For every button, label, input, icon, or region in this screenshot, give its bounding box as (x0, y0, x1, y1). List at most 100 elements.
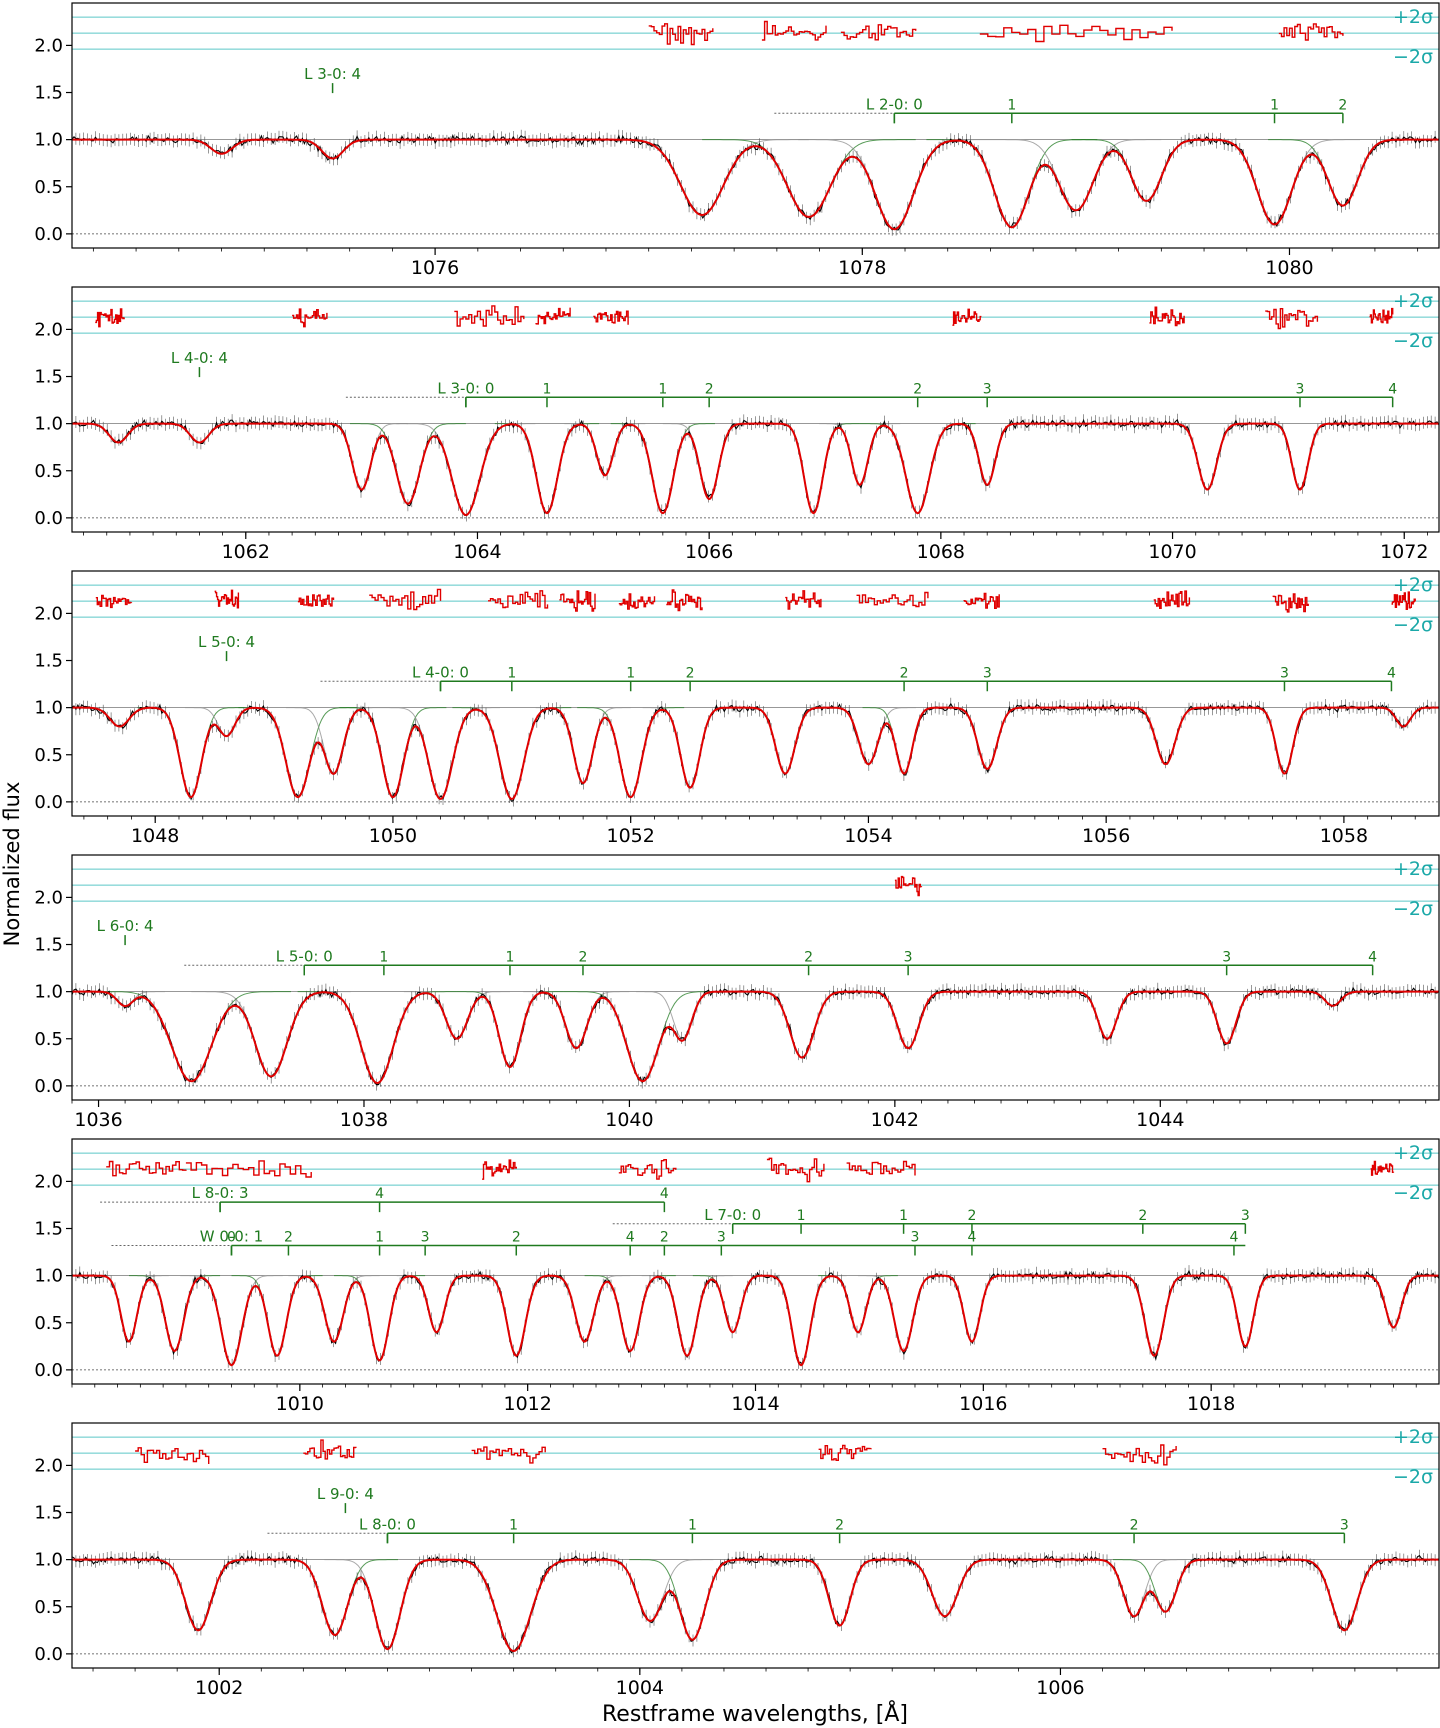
x-tick-label: 1076 (411, 257, 459, 279)
x-tick-label: 1004 (616, 1677, 664, 1699)
panel-plot-area: 1 1 2 2 3 L 9-0: 4 L 8-0: 0 (72, 1436, 1439, 1658)
component-profile-4 (286, 707, 382, 775)
component-profile-13 (1161, 423, 1254, 491)
x-tick-label: 1078 (838, 257, 886, 279)
component-profile-3 (297, 991, 457, 1084)
residual-segment-3 (369, 588, 442, 611)
component-profile-11 (859, 423, 976, 514)
component-profile-1 (129, 1275, 221, 1352)
h2-tick-label: 1 (658, 381, 667, 397)
plus-2sigma-label: +2σ (1393, 1426, 1433, 1448)
residual-segment-0 (894, 875, 923, 897)
component-profile-17 (1205, 1275, 1286, 1347)
residual-segment-6 (1149, 306, 1185, 327)
panel-frame (71, 1422, 1440, 1669)
component-profile-14 (1259, 423, 1341, 491)
y-tick-label: 1.0 (34, 1550, 63, 1571)
h2-tick-label: 1 (379, 949, 388, 965)
component-profile-5 (334, 1275, 426, 1362)
component-profile-2 (324, 1559, 451, 1650)
residual-segment-4 (1278, 23, 1344, 41)
line-label-1: L 8-0: 0 (359, 1515, 416, 1533)
component-profile-8 (1189, 139, 1360, 225)
line-label-0: L 6-0: 4 (97, 917, 154, 935)
x-tick-label: 1056 (1082, 825, 1130, 847)
x-tick-label: 1012 (503, 1393, 551, 1415)
model-fit (72, 1274, 1439, 1367)
component-profile-10 (855, 991, 962, 1049)
component-profile-4 (798, 139, 991, 230)
y-tick-label: 0.5 (34, 1597, 63, 1618)
minus-2sigma-label: −2σ (1393, 898, 1433, 920)
spectrum-data (72, 1269, 1439, 1366)
residual-segment-1 (214, 589, 240, 609)
component-profile-11 (1060, 991, 1154, 1040)
h2-tick-label: 4 (375, 1186, 384, 1202)
residual-segment-0 (106, 1160, 187, 1177)
panel-1: 1 1 2 L 3-0: 4 L 2-0: 0 +2σ −2σ 0.0 0.5 1.0 1.5 2.0… (34, 2, 1440, 279)
x-tick-label: 1018 (1187, 1393, 1235, 1415)
component-profile-4 (396, 423, 536, 516)
h2-tick-label: 1 (1270, 97, 1279, 113)
x-tick-label: 1062 (222, 541, 270, 563)
y-tick-label: 0.0 (34, 792, 63, 813)
residual-segment-11 (1153, 590, 1191, 609)
h2-tick-label: 1 (899, 1208, 908, 1224)
line-label-1: L 7-0: 0 (704, 1206, 761, 1224)
h2-tick-label: 3 (911, 1229, 920, 1245)
h2-tick-label: 2 (900, 665, 909, 681)
line-label-0: L 9-0: 4 (317, 1485, 374, 1503)
residual-segment-12 (1272, 593, 1309, 613)
component-profile-6 (990, 139, 1162, 211)
h2-tick-label: 2 (804, 949, 813, 965)
component-profile-0 (135, 1559, 262, 1631)
model-fit (72, 990, 1439, 1085)
minus-2sigma-label: −2σ (1393, 330, 1433, 352)
residual-segment-5 (559, 590, 596, 612)
panel-6: 1 1 2 2 3 L 9-0: 4 L 8-0: 0 +2σ −2σ 0.0 0.5 1.0 1.5 2… (34, 1422, 1440, 1699)
minus-2sigma-label: −2σ (1393, 614, 1433, 636)
panel-plot-area: 1 1 2 2 3 3 4 L 6-0: 4 L 5-0: 0 (72, 868, 1439, 1091)
component-profile-3 (702, 139, 916, 218)
component-profile-14 (939, 707, 1035, 770)
y-tick-label: 0.0 (34, 1360, 63, 1381)
component-profile-6 (564, 423, 646, 477)
residual-segment-1 (292, 308, 328, 328)
h2-tick-label: 2 (1138, 1208, 1147, 1224)
plus-2sigma-label: +2σ (1393, 574, 1433, 596)
x-tick-label: 1066 (685, 541, 733, 563)
minus-2sigma-label: −2σ (1393, 46, 1433, 68)
residual-segment-3 (818, 1444, 872, 1461)
line-label-1: L 5-0: 0 (276, 947, 333, 965)
line-label-0: L 5-0: 4 (198, 633, 255, 651)
residual-segment-5 (846, 1160, 916, 1176)
minus-2sigma-label: −2σ (1393, 1466, 1433, 1488)
panels-group: 1 1 2 L 3-0: 4 L 2-0: 0 +2σ −2σ 0.0 0.5 1.0 1.5 2.0… (34, 2, 1440, 1699)
component-profile-7 (452, 707, 572, 800)
residual-segment-0 (135, 1447, 210, 1464)
spectrum-data (72, 133, 1439, 231)
residual-segment-2 (471, 1446, 546, 1464)
line-label-0: L 3-0: 4 (304, 65, 361, 83)
y-tick-label: 0.5 (34, 745, 63, 766)
h2-tick-label: 2 (284, 1229, 293, 1245)
h2-tick-label: 4 (626, 1229, 635, 1245)
plus-2sigma-label: +2σ (1393, 290, 1433, 312)
y-tick-label: 1.5 (34, 935, 63, 956)
panel-3: 1 1 2 2 3 3 4 L 5-0: 4 L 4-0: 0 +2σ −2σ 0.0 0.5 1.0 1.… (34, 570, 1440, 847)
y-tick-label: 1.5 (34, 367, 63, 388)
h2-tick-label: 4 (1229, 1229, 1238, 1245)
line-label-1: L 4-0: 0 (412, 663, 469, 681)
component-profile-0 (85, 991, 165, 1007)
component-profile-9 (742, 991, 862, 1059)
y-tick-label: 2.0 (34, 603, 63, 624)
component-profile-8 (539, 1275, 631, 1343)
panel-plot-area: 4 41 1 2 2 30 2 1 3 2 4 2 3 3 4 4L 8-0: 3L 7-0: 0W 0-0:… (72, 1152, 1439, 1371)
model-fit (72, 422, 1439, 517)
component-profile-16 (1108, 1275, 1200, 1357)
y-tick-label: 0.5 (34, 1313, 63, 1334)
component-profile-13 (862, 707, 946, 775)
h2-tick-label: 1 (688, 1517, 697, 1533)
component-profile-2 (315, 423, 408, 491)
